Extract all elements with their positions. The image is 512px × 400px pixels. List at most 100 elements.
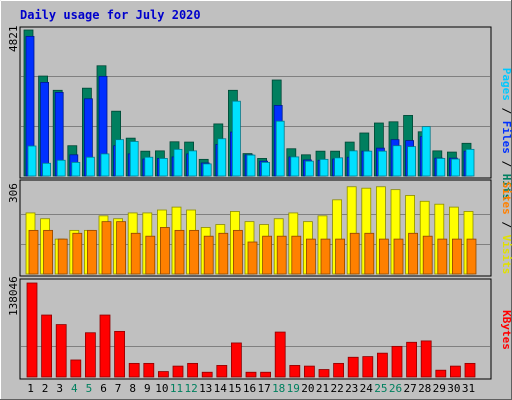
x-tick-day-12: 12	[184, 382, 197, 395]
files-bar-day-2	[40, 82, 49, 177]
sites-bar-day-undefined	[174, 229, 185, 275]
kbytes-bar-day-undefined	[230, 342, 242, 378]
kbytes-bar-day-undefined	[406, 341, 418, 378]
pages-bar-day-26	[392, 145, 402, 177]
kbytes-bar-day-undefined	[216, 365, 228, 378]
pages-bar-day-4	[71, 161, 81, 177]
kbytes-bar-day-undefined	[274, 331, 286, 378]
sites-bar-day-undefined	[320, 238, 331, 275]
kbytes-bar-day-undefined	[435, 369, 447, 378]
pages-bar-day-6	[100, 153, 110, 177]
pages-bar-day-19	[290, 156, 300, 177]
x-tick-day-22: 22	[330, 382, 343, 395]
kbytes-bar-day-undefined	[143, 362, 155, 378]
sites-bar-day-undefined	[393, 238, 404, 275]
x-tick-day-9: 9	[144, 382, 151, 395]
x-tick-day-24: 24	[360, 382, 374, 395]
kbytes-bar-day-undefined	[157, 371, 169, 378]
pages-bar-day-5	[86, 156, 95, 177]
kbytes-bar-day-undefined	[347, 356, 359, 378]
pages-bar-day-12	[188, 150, 198, 177]
pages-bar-day-13	[202, 163, 212, 177]
pages-bar-day-23	[348, 150, 358, 177]
x-tick-day-31: 31	[462, 382, 475, 395]
files-axis-label: Files	[500, 121, 512, 154]
kbytes-bar-day-undefined	[172, 365, 184, 378]
x-tick-day-1: 1	[27, 382, 34, 395]
kbytes-bar-day-undefined	[114, 330, 125, 378]
kbytes-bar-day-undefined	[260, 371, 272, 378]
sites-bar-day-undefined	[101, 221, 112, 275]
sites-axis-label: Sites	[500, 182, 512, 215]
sites-visits-axis-label: Sites / Visits	[500, 182, 512, 275]
pages-bar-day-29	[436, 158, 446, 177]
kbytes-bar-day-undefined	[70, 359, 82, 378]
kbytes-bar-day-undefined	[26, 282, 38, 378]
sites-bar-day-undefined	[43, 229, 53, 275]
kbytes-bar-day-undefined	[99, 314, 111, 378]
pages-bar-day-31	[465, 148, 475, 177]
kbytes-bar-day-undefined	[41, 314, 52, 378]
kbytes-axis-label: KBytes	[500, 310, 512, 350]
x-tick-day-20: 20	[301, 382, 314, 395]
x-tick-day-15: 15	[228, 382, 241, 395]
sites-bar-day-undefined	[466, 238, 477, 275]
pages-bar-day-20	[304, 160, 314, 177]
pages-bar-day-27	[407, 146, 417, 177]
sites-bar-day-undefined	[189, 229, 200, 275]
chart-title: Daily usage for July 2020	[20, 8, 201, 22]
sites-bar-day-undefined	[364, 232, 375, 275]
pages-bar-day-25	[377, 150, 387, 177]
pages-bar-day-24	[363, 150, 373, 177]
sites-bar-day-undefined	[305, 238, 316, 275]
sites-bar-day-undefined	[349, 232, 360, 275]
pages-bar-day-1	[27, 145, 37, 177]
pages-bar-day-21	[319, 158, 329, 177]
visits-axis-label: Visits	[500, 235, 512, 275]
sites-bar-day-undefined	[276, 235, 287, 275]
pages-bar-day-8	[129, 141, 139, 177]
pages-axis-label: Pages	[500, 68, 512, 101]
sites-bar-day-undefined	[247, 241, 258, 275]
x-tick-day-29: 29	[433, 382, 446, 395]
pages-bar-day-18	[275, 120, 285, 177]
x-tick-day-2: 2	[42, 382, 49, 395]
x-tick-day-13: 13	[199, 382, 212, 395]
x-tick-day-21: 21	[316, 382, 329, 395]
pages-bar-day-17	[261, 161, 271, 177]
x-tick-day-18: 18	[272, 382, 285, 395]
kbytes-bar-day-undefined	[245, 371, 257, 378]
pages-bar-day-30	[450, 158, 460, 177]
x-tick-day-17: 17	[257, 382, 270, 395]
x-tick-day-7: 7	[115, 382, 122, 395]
kbytes-bar-day-undefined	[187, 362, 199, 378]
pages-bar-day-15	[231, 100, 241, 177]
sites-bar-day-undefined	[145, 235, 156, 275]
hits-files-pages-axis-label: Pages / Files / Hits	[500, 68, 512, 201]
sites-bar-day-undefined	[72, 232, 83, 275]
pages-bar-day-9	[144, 156, 154, 177]
pages-bar-day-3	[56, 159, 66, 177]
x-tick-day-11: 11	[170, 382, 183, 395]
x-tick-day-19: 19	[287, 382, 300, 395]
hits-axis-label: Hits	[500, 174, 512, 201]
x-tick-labels: 1 2 3 4 5 6 7 8 9 10 11 12 13 14 15 16 17 18 19 20 21 22 23 24 2…	[27, 382, 475, 395]
sites-bar-day-undefined	[437, 238, 448, 275]
x-tick-day-25: 25	[374, 382, 387, 395]
kbytes-bar-day-undefined	[376, 352, 388, 378]
pages-bar-day-16	[246, 154, 256, 177]
x-tick-day-6: 6	[100, 382, 107, 395]
pages-bar-day-14	[217, 138, 227, 177]
x-tick-day-26: 26	[389, 382, 402, 395]
sites-bar-day-undefined	[291, 235, 302, 275]
bar-marks	[23, 29, 477, 378]
sites-bar-day-undefined	[159, 227, 170, 275]
x-tick-day-5: 5	[86, 382, 93, 395]
x-tick-day-16: 16	[243, 382, 256, 395]
sites-bar-day-undefined	[130, 232, 141, 275]
pages-bar-day-2	[42, 162, 51, 177]
x-tick-day-28: 28	[418, 382, 431, 395]
x-tick-day-30: 30	[447, 382, 460, 395]
pages-bar-day-28	[421, 126, 431, 177]
